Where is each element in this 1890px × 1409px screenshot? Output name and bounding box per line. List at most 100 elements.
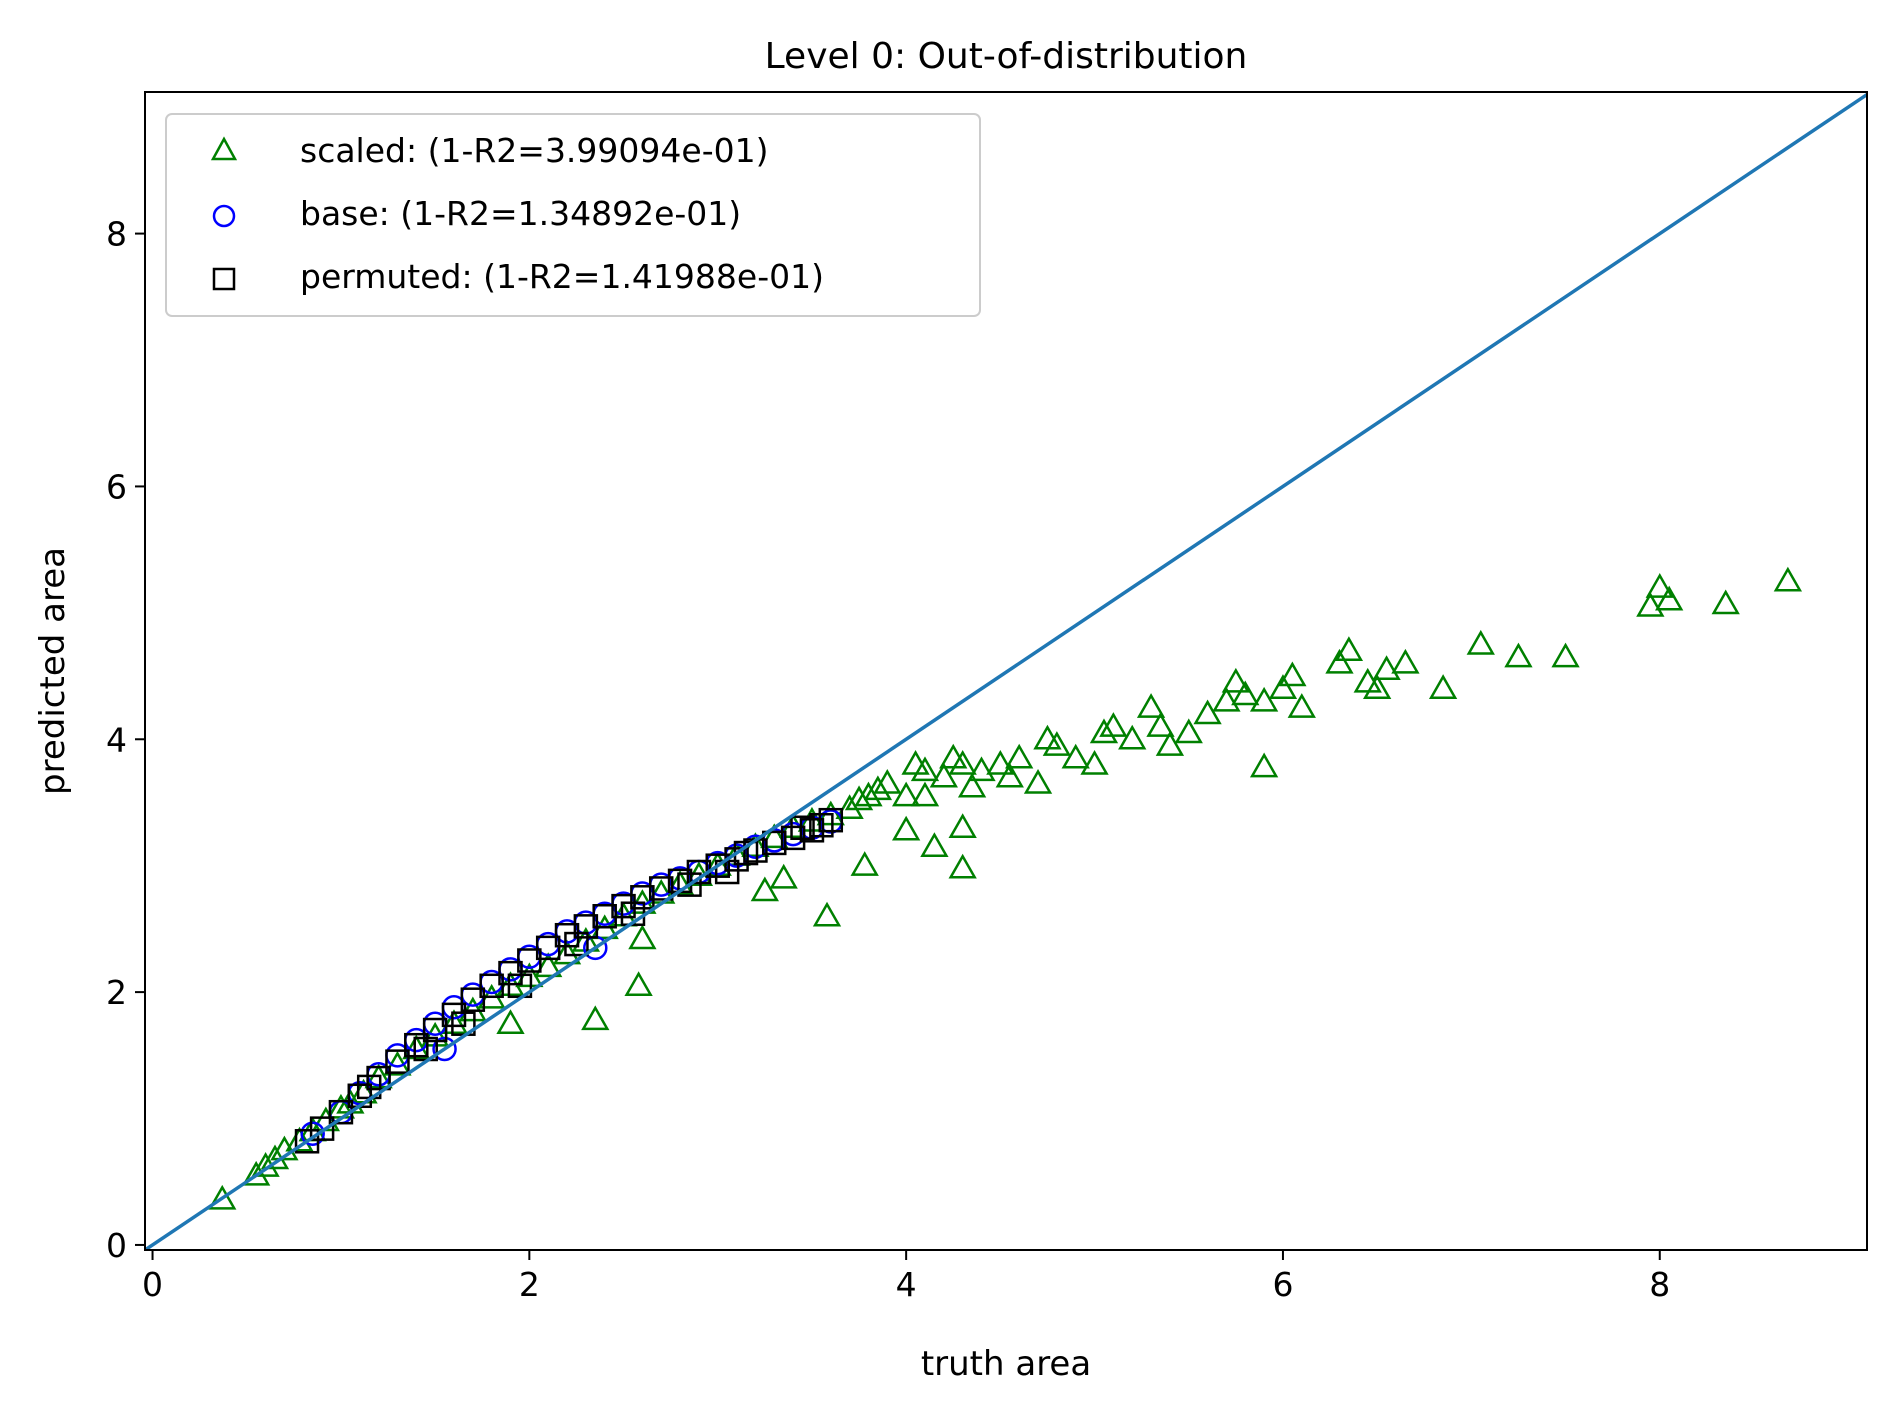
chart-title: Level 0: Out-of-distribution [765,36,1248,77]
scaled-point-21 [552,939,582,965]
permuted-point-12 [517,948,542,973]
scaled-point-54 [1061,743,1090,769]
permuted-point-18 [630,885,655,910]
scaled-point-67 [1249,686,1279,712]
x-tick-label-3: 6 [1272,1265,1293,1304]
permuted-point-1 [309,1116,335,1141]
legend-item-permuted: permuted: (1-R2=1.41988e-01) [212,257,824,296]
base-point-0 [300,1121,325,1146]
scaled-point-81 [1636,592,1665,617]
scaled-point-64 [1212,686,1241,712]
y-tick-label-1: 2 [106,973,127,1012]
permuted-point-29 [818,807,844,833]
scaled-point-39 [863,775,893,801]
scaled-point-93 [581,1005,610,1031]
scaled-point-69 [1278,661,1307,687]
legend: scaled: (1-R2=3.99094e-01) base: (1-R2=1… [165,113,981,317]
scaled-point-66 [1231,680,1260,706]
permuted-point-9 [460,987,486,1012]
scaled-point-56 [1089,718,1119,744]
scaled-point-60 [1146,712,1175,737]
scaled-point-53 [1042,731,1072,756]
permuted-point-8 [441,1002,467,1028]
legend-item-scaled: scaled: (1-R2=3.99094e-01) [210,131,768,170]
scaled-point-100 [957,772,987,798]
legend-label-permuted: permuted: (1-R2=1.41988e-01) [300,257,824,296]
y-axis: 0 2 4 6 8 [106,215,145,1265]
scaled-point-99 [910,781,940,807]
scaled-point-51 [1023,768,1053,794]
triangle-marker-icon [210,136,238,161]
scaled-point-94 [750,876,779,902]
scaled-point-76 [1391,648,1420,674]
scaled-point-47 [967,756,996,782]
permuted-point-0 [294,1129,320,1154]
scaled-point-90 [948,853,977,879]
series-layer [145,93,1867,1250]
scaled-point-91 [812,901,842,927]
scaled-point-86 [850,851,879,876]
scaled-point-44 [929,762,958,788]
permuted-point-22 [705,853,730,878]
square-marker-icon [212,267,236,291]
permuted-point-5 [385,1049,410,1074]
scaled-point-0 [208,1184,237,1210]
scaled-point-97 [496,1009,525,1034]
permuted-point-17 [611,893,636,919]
x-tick-label-1: 2 [519,1265,540,1304]
base-point-28 [432,1036,457,1062]
scaled-point-96 [628,924,657,950]
plot-area [145,93,1867,1250]
scaled-point-13 [402,1034,431,1060]
circle-marker-icon [212,204,236,228]
x-tick-label-2: 4 [896,1265,917,1304]
scaled-point-71 [1325,648,1354,674]
scaled-point-70 [1287,693,1316,718]
y-tick-label-2: 4 [106,720,127,759]
identity-line [145,93,1867,1250]
permuted-point-6 [404,1032,429,1058]
scaled-point-65 [1221,667,1251,693]
scaled-point-55 [1080,750,1109,775]
scaled-point-48 [986,750,1015,775]
scaled-point-58 [1118,724,1147,750]
x-axis-label: truth area [921,1344,1091,1384]
scaled-point-95 [769,863,798,889]
permuted-point-13 [535,935,561,961]
permuted-point-10 [479,973,504,999]
permuted-point-7 [422,1017,448,1043]
x-tick-label-0: 0 [142,1265,163,1304]
permuted-point-14 [554,922,580,948]
y-tick-label-0: 0 [106,1226,127,1265]
scaled-point-85 [1773,566,1803,592]
scaled-point-79 [1504,642,1533,668]
scaled-point-80 [1551,642,1580,668]
scaled-point-4 [270,1135,299,1161]
legend-label-base: base: (1-R2=1.34892e-01) [300,194,741,233]
scaled-point-78 [1466,629,1495,655]
scaled-point-41 [891,781,921,807]
scaled-point-62 [1174,718,1203,744]
scaled-point-68 [1268,674,1298,699]
y-tick-label-4: 8 [106,215,127,254]
scaled-point-89 [948,813,977,839]
scaled-point-63 [1193,699,1222,725]
scaled-point-1 [242,1160,271,1186]
permuted-point-34 [564,931,589,957]
scaled-point-27 [665,870,695,895]
scaled-point-61 [1155,731,1185,756]
scaled-point-74 [1362,674,1392,699]
scaled-point-36 [835,794,864,820]
scaled-point-50 [1005,743,1034,769]
legend-label-scaled: scaled: (1-R2=3.99094e-01) [300,131,768,170]
legend-box [165,113,981,317]
scaled-point-92 [624,971,653,997]
scaled-point-75 [1372,655,1401,680]
permuted-point-28 [809,812,834,838]
scaled-point-40 [873,768,902,794]
permuted-point-36 [677,872,702,897]
scaled-point-88 [920,832,949,857]
scaled-point-59 [1136,693,1166,718]
scaled-point-38 [854,781,883,807]
